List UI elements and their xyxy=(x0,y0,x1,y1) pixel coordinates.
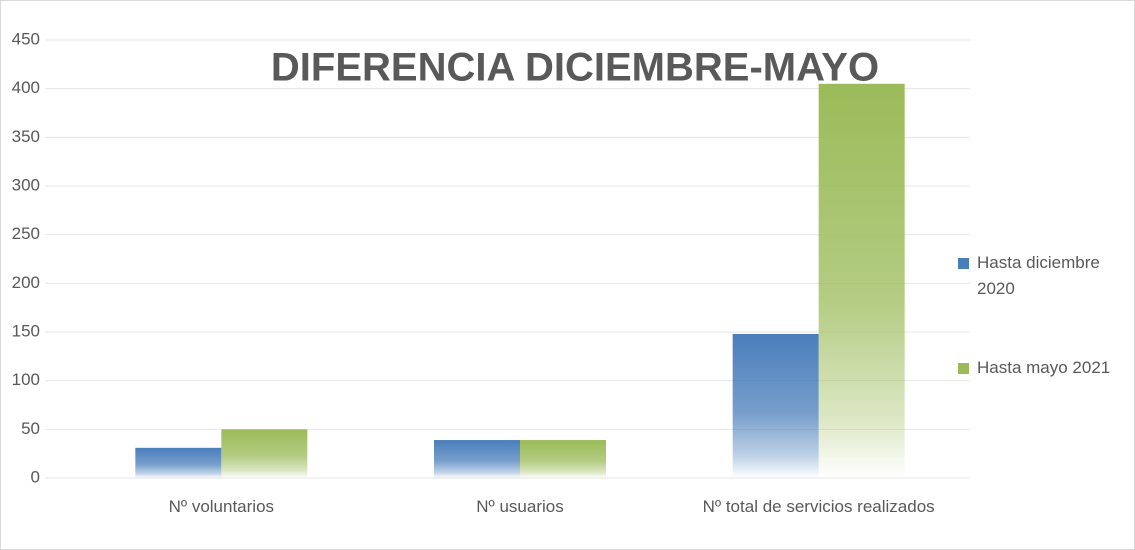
bar xyxy=(520,440,606,478)
y-tick-label: 0 xyxy=(31,467,40,486)
bar xyxy=(732,333,819,478)
x-tick-label: Nº usuarios xyxy=(476,497,564,516)
y-tick-label: 400 xyxy=(12,78,40,97)
y-tick-label: 350 xyxy=(12,127,40,146)
y-tick-label: 300 xyxy=(12,175,40,194)
y-tick-label: 450 xyxy=(12,29,40,48)
bar xyxy=(818,83,905,479)
legend-label: Hasta mayo 2021 xyxy=(977,358,1111,377)
bar xyxy=(135,447,222,478)
bar xyxy=(221,429,308,478)
y-tick-label: 150 xyxy=(12,321,40,340)
legend-swatch xyxy=(958,258,969,269)
bar xyxy=(434,440,520,478)
y-tick-label: 50 xyxy=(21,419,40,438)
y-tick-label: 250 xyxy=(12,224,40,243)
legend-swatch xyxy=(958,363,969,374)
legend-label: Hasta diciembre 2020 xyxy=(977,253,1100,298)
y-tick-label: 100 xyxy=(12,370,40,389)
x-tick-label: Nº voluntarios xyxy=(168,497,275,516)
chart-title: DIFERENCIA DICIEMBRE-MAYO xyxy=(271,46,879,90)
y-tick-label: 200 xyxy=(12,273,40,292)
x-tick-label: Nº total de servicios realizados xyxy=(702,497,935,516)
